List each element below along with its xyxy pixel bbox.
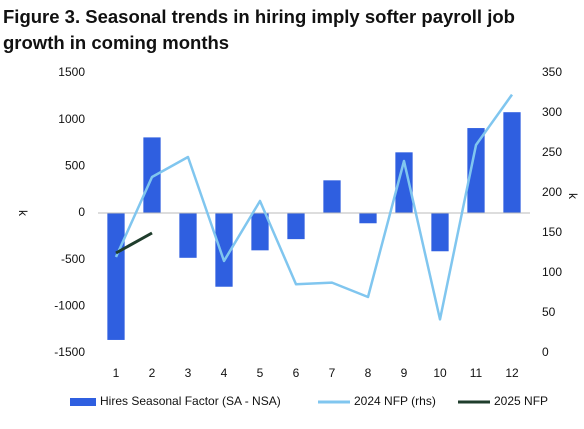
chart-title: Figure 3. Seasonal trends in hiring impl… <box>3 6 515 27</box>
legend-swatch <box>70 398 96 406</box>
y-tick-label: -1500 <box>54 345 85 359</box>
bar <box>503 112 521 213</box>
y2-tick-label: 200 <box>542 185 562 199</box>
y-tick-label: 1500 <box>58 65 85 79</box>
bar <box>467 128 485 213</box>
x-tick-label: 8 <box>365 366 372 380</box>
x-tick-label: 7 <box>329 366 336 380</box>
x-tick-label: 2 <box>149 366 156 380</box>
y2-tick-label: 0 <box>542 345 549 359</box>
legend-label: 2025 NFP <box>494 394 548 408</box>
x-tick-label: 5 <box>257 366 264 380</box>
bar <box>287 213 305 240</box>
bar <box>179 213 197 258</box>
bar <box>215 213 233 287</box>
y-tick-label: -500 <box>61 252 85 266</box>
y-tick-label: 500 <box>65 159 85 173</box>
x-tick-label: 9 <box>401 366 408 380</box>
y-tick-label: 1000 <box>58 112 85 126</box>
y2-tick-label: 150 <box>542 225 562 239</box>
bar <box>431 213 449 252</box>
x-tick-label: 3 <box>185 366 192 380</box>
bar <box>323 180 341 213</box>
x-tick-label: 1 <box>113 366 120 380</box>
y2-tick-label: 50 <box>542 305 556 319</box>
bar <box>395 152 413 213</box>
x-tick-label: 12 <box>505 366 519 380</box>
bar <box>107 213 125 340</box>
y2-tick-label: 100 <box>542 265 562 279</box>
line <box>114 93 514 321</box>
bar <box>143 137 161 213</box>
chart-title: growth in coming months <box>3 32 229 53</box>
y-tick-label: -1000 <box>54 299 85 313</box>
y2-axis-label: k <box>566 193 580 200</box>
y-tick-label: 0 <box>78 205 85 219</box>
legend-label: 2024 NFP (rhs) <box>354 394 436 408</box>
x-tick-label: 4 <box>221 366 228 380</box>
legend-label: Hires Seasonal Factor (SA - NSA) <box>100 394 281 408</box>
y2-tick-label: 250 <box>542 145 562 159</box>
y2-tick-label: 350 <box>542 65 562 79</box>
bar <box>251 213 269 251</box>
y-axis-label: k <box>16 210 30 217</box>
x-tick-label: 11 <box>470 366 483 380</box>
x-tick-label: 10 <box>433 366 447 380</box>
bar <box>359 213 377 224</box>
y2-tick-label: 300 <box>542 105 562 119</box>
line <box>115 231 153 255</box>
x-tick-label: 6 <box>293 366 300 380</box>
